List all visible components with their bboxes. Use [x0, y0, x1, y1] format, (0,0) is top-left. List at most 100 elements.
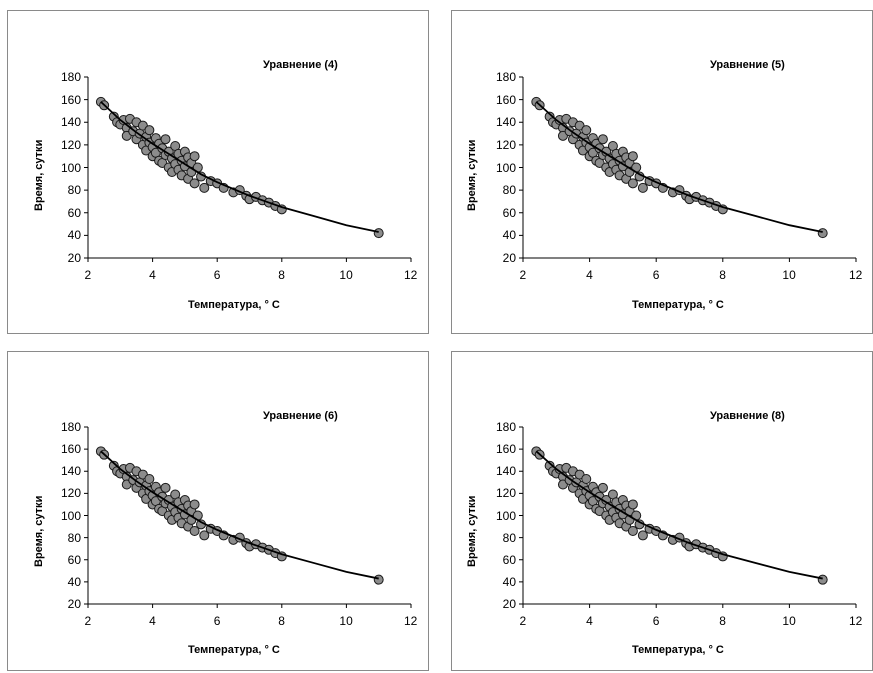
- data-point: [637, 530, 648, 541]
- data-point: [627, 499, 638, 510]
- plot-area: [84, 76, 412, 262]
- y-tick-label: 80: [502, 530, 516, 545]
- x-axis-label: Температура, ° C: [632, 299, 724, 311]
- y-tick-label: 40: [67, 574, 81, 589]
- x-tick-label: 8: [278, 614, 285, 628]
- x-tick-label: 8: [719, 614, 726, 628]
- x-tick-label: 12: [849, 268, 863, 282]
- x-tick-label: 4: [586, 614, 593, 628]
- chart-title: Уравнение (6): [263, 410, 338, 422]
- data-point: [627, 525, 638, 536]
- y-tick-label: 160: [495, 92, 516, 107]
- fit-curve: [100, 450, 379, 580]
- fit-curve: [535, 450, 823, 580]
- data-point: [160, 134, 171, 145]
- data-point: [817, 574, 828, 585]
- x-tick-label: 2: [519, 614, 527, 628]
- x-tick-label: 10: [339, 268, 353, 282]
- y-tick-label: 60: [502, 205, 516, 220]
- y-tick-label: 180: [495, 420, 516, 434]
- x-tick-label: 6: [652, 614, 660, 628]
- y-tick-label: 80: [67, 530, 81, 545]
- data-point: [189, 151, 200, 162]
- x-tick-label: 10: [782, 268, 796, 282]
- data-point: [627, 151, 638, 162]
- y-tick-label: 140: [495, 464, 516, 479]
- data-point: [581, 473, 592, 484]
- fit-curve: [535, 101, 823, 233]
- data-point: [189, 178, 200, 189]
- x-tick-label: 2: [84, 268, 92, 282]
- x-tick-label: 2: [84, 614, 92, 628]
- x-tick-label: 10: [339, 614, 353, 628]
- y-tick-label: 120: [495, 137, 516, 152]
- x-tick-label: 4: [149, 614, 156, 628]
- data-point: [189, 499, 200, 510]
- y-tick-label: 20: [67, 597, 81, 611]
- x-tick-label: 6: [652, 268, 660, 282]
- chart-title: Уравнение (4): [263, 59, 338, 71]
- y-tick-label: 20: [502, 597, 516, 611]
- x-axis-label: Температура, ° C: [188, 644, 280, 656]
- x-tick-label: 10: [782, 614, 796, 628]
- y-tick-label: 180: [60, 70, 81, 84]
- data-point: [199, 530, 210, 541]
- y-tick-label: 180: [495, 70, 516, 84]
- fit-curve: [100, 101, 379, 233]
- y-tick-label: 40: [502, 574, 516, 589]
- data-point: [189, 525, 200, 536]
- y-tick-label: 160: [60, 92, 81, 107]
- y-tick-label: 80: [67, 183, 81, 198]
- y-tick-label: 40: [502, 228, 516, 243]
- y-tick-label: 160: [495, 442, 516, 457]
- x-tick-label: 4: [149, 268, 156, 282]
- plot-area: [519, 76, 857, 262]
- x-tick-label: 8: [278, 268, 285, 282]
- plot-area: [84, 426, 412, 608]
- x-tick-label: 6: [213, 268, 221, 282]
- y-tick-label: 160: [60, 442, 81, 457]
- x-axis-label: Температура, ° C: [188, 299, 280, 311]
- y-tick-label: 60: [67, 205, 81, 220]
- y-tick-label: 140: [495, 115, 516, 130]
- chart-panel-eq8: Уравнение (8) Температура, ° C Время, сутк…: [451, 351, 873, 671]
- y-tick-label: 120: [60, 137, 81, 152]
- y-tick-label: 140: [60, 464, 81, 479]
- x-tick-label: 12: [849, 614, 863, 628]
- y-tick-label: 120: [495, 486, 516, 501]
- data-point: [144, 125, 155, 136]
- data-point: [817, 228, 828, 239]
- data-point: [581, 125, 592, 136]
- x-axis-label: Температура, ° C: [632, 644, 724, 656]
- data-point: [627, 178, 638, 189]
- data-point: [597, 134, 608, 145]
- data-point: [373, 228, 384, 239]
- data-point: [373, 574, 384, 585]
- y-tick-label: 100: [495, 160, 516, 175]
- y-tick-label: 20: [502, 251, 516, 265]
- x-tick-label: 12: [404, 268, 418, 282]
- y-tick-label: 120: [60, 486, 81, 501]
- y-tick-label: 140: [60, 115, 81, 130]
- y-tick-label: 60: [67, 552, 81, 567]
- chart-panel-eq6: Уравнение (6) Температура, ° C Время, сутк…: [7, 351, 429, 671]
- y-tick-label: 100: [495, 508, 516, 523]
- y-tick-label: 100: [60, 160, 81, 175]
- y-tick-label: 60: [502, 552, 516, 567]
- x-tick-label: 6: [213, 614, 221, 628]
- x-tick-label: 2: [519, 268, 527, 282]
- chart-title: Уравнение (8): [710, 410, 785, 422]
- data-point: [144, 473, 155, 484]
- y-tick-label: 80: [502, 183, 516, 198]
- y-tick-label: 180: [60, 420, 81, 434]
- data-point: [597, 482, 608, 493]
- chart-title: Уравнение (5): [710, 59, 785, 71]
- x-tick-label: 12: [404, 614, 418, 628]
- chart-panel-eq4: Уравнение (4) Температура, ° C Время, сутк…: [7, 10, 429, 334]
- data-point: [199, 182, 210, 193]
- chart-panel-eq5: Уравнение (5) Температура, ° C Время, сутк…: [451, 10, 873, 334]
- plot-area: [519, 426, 857, 608]
- y-tick-label: 100: [60, 508, 81, 523]
- data-point: [637, 182, 648, 193]
- x-tick-label: 8: [719, 268, 726, 282]
